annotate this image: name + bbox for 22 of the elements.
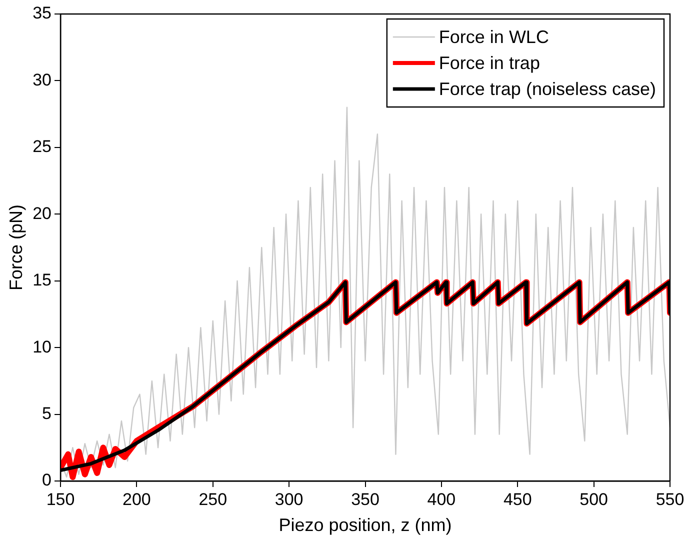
legend-label: Force in trap xyxy=(438,52,540,73)
x-tick-label: 550 xyxy=(656,490,684,509)
y-tick-label: 30 xyxy=(32,70,52,90)
legend-label: Force in WLC xyxy=(438,26,549,47)
x-tick-label: 400 xyxy=(427,490,456,509)
x-axis-title: Piezo position, z (nm) xyxy=(278,515,452,536)
y-axis-title: Force (pN) xyxy=(6,204,26,291)
y-tick-label: 10 xyxy=(32,337,52,356)
x-tick-label: 150 xyxy=(46,490,75,509)
x-tick-label: 500 xyxy=(580,490,608,509)
y-tick-label: 5 xyxy=(42,404,52,423)
y-tick-label: 0 xyxy=(42,470,52,490)
y-tick-label: 25 xyxy=(32,137,52,156)
x-tick-label: 300 xyxy=(274,490,304,509)
y-tick-label: 35 xyxy=(32,4,52,23)
y-tick-label: 20 xyxy=(32,204,52,223)
x-tick-label: 250 xyxy=(198,490,228,509)
legend-label: Force trap (noiseless case) xyxy=(438,78,656,99)
x-tick-label: 350 xyxy=(351,490,380,509)
x-tick-label: 450 xyxy=(503,490,532,509)
y-tick-label: 15 xyxy=(32,270,52,290)
x-tick-label: 200 xyxy=(122,490,151,509)
